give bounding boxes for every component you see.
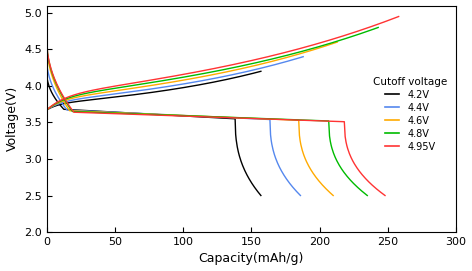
Y-axis label: Voltage(V): Voltage(V) (6, 86, 18, 151)
X-axis label: Capacity(mAh/g): Capacity(mAh/g) (199, 253, 304, 265)
Legend: 4.2V, 4.4V, 4.6V, 4.8V, 4.95V: 4.2V, 4.4V, 4.6V, 4.8V, 4.95V (369, 73, 451, 156)
